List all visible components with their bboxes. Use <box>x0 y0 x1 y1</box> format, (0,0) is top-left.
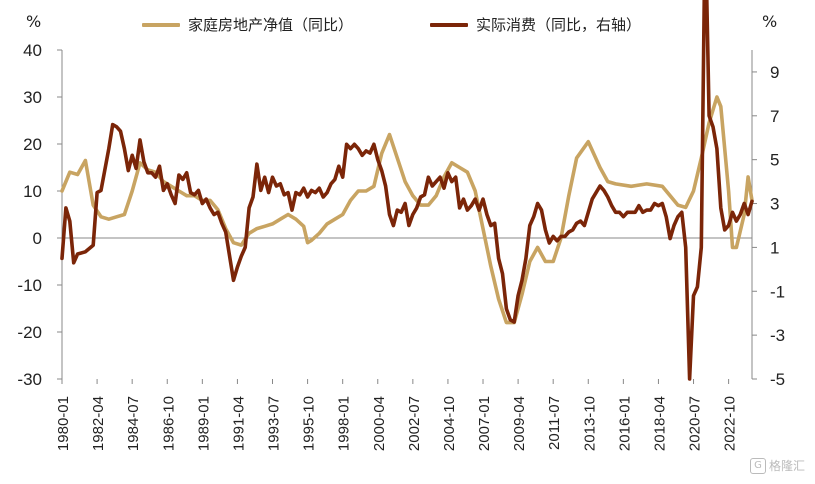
x-tick-label: 2011-07 <box>546 396 563 450</box>
x-tick-label: 1991-04 <box>230 396 247 451</box>
x-tick-label: 1980-01 <box>55 396 72 451</box>
watermark: G 格隆汇 <box>749 457 805 474</box>
legend-item-home-equity: 家庭房地产净值（同比） <box>142 14 353 35</box>
y-left-tick-label: 20 <box>23 135 42 154</box>
y-left-tick-label: -20 <box>17 323 42 342</box>
y-left-tick-label: -30 <box>17 370 42 389</box>
y-axis-left: -30 -20 -10 0 10 20 30 40 <box>17 41 62 389</box>
left-axis-unit: % <box>26 12 42 31</box>
legend-swatch-home-equity <box>142 22 180 27</box>
x-tick-label: 1989-01 <box>195 396 212 451</box>
y-right-tick-label: 7 <box>770 107 779 126</box>
x-tick-label: 2013-10 <box>581 396 598 451</box>
y-right-tick-label: -3 <box>770 326 785 345</box>
series-layer <box>60 0 754 381</box>
y-left-tick-label: 30 <box>23 88 42 107</box>
y-left-tick-label: 10 <box>23 182 42 201</box>
axes <box>61 50 753 379</box>
right-axis-unit: % <box>762 12 778 31</box>
x-tick-label: 2022-10 <box>722 396 739 451</box>
y-right-tick-label: 3 <box>770 195 779 214</box>
x-tick-label: 2009-04 <box>511 396 528 451</box>
x-tick-label: 2007-01 <box>476 396 493 451</box>
x-tick-label: 2004-10 <box>441 396 458 451</box>
y-left-tick-label: -10 <box>17 276 42 295</box>
x-tick-label: 1993-07 <box>266 396 283 451</box>
y-right-tick-label: 9 <box>770 63 779 82</box>
x-tick-label: 1995-10 <box>301 396 318 451</box>
legend-swatch-real-consumption <box>430 22 468 27</box>
y-left-tick-label: 40 <box>23 41 42 60</box>
x-tick-label: 2000-04 <box>371 396 388 451</box>
x-tick-label: 1998-01 <box>336 396 353 451</box>
legend: 家庭房地产净值（同比） 实际消费（同比，右轴） <box>0 14 815 36</box>
y-right-tick-label: -1 <box>770 282 785 301</box>
y-axis-right: -5 -3 -1 1 3 5 7 9 <box>752 63 785 389</box>
series-line-real-consumption <box>60 0 754 381</box>
x-tick-label: 2002-07 <box>406 396 423 451</box>
x-tick-label: 2016-01 <box>616 396 633 451</box>
watermark-logo-icon: G <box>749 457 766 474</box>
x-tick-label: 2018-04 <box>651 396 668 451</box>
x-tick-label: 2020-07 <box>687 396 704 451</box>
y-right-tick-label: 5 <box>770 151 779 170</box>
legend-item-real-consumption: 实际消费（同比，右轴） <box>430 14 641 35</box>
x-tick-label: 1986-10 <box>160 396 177 451</box>
y-left-tick-label: 0 <box>33 229 42 248</box>
legend-label-real-consumption: 实际消费（同比，右轴） <box>476 16 642 34</box>
legend-label-home-equity: 家庭房地产净值（同比） <box>188 16 354 34</box>
y-right-tick-label: 1 <box>770 238 779 257</box>
x-tick-label: 1984-07 <box>125 396 142 451</box>
x-axis: 1980-01 1982-04 1984-07 1986-10 1989-01 1991-… <box>55 379 739 451</box>
watermark-text: 格隆汇 <box>768 459 805 473</box>
y-right-tick-label: -5 <box>770 370 785 389</box>
x-tick-label: 1982-04 <box>90 396 107 451</box>
